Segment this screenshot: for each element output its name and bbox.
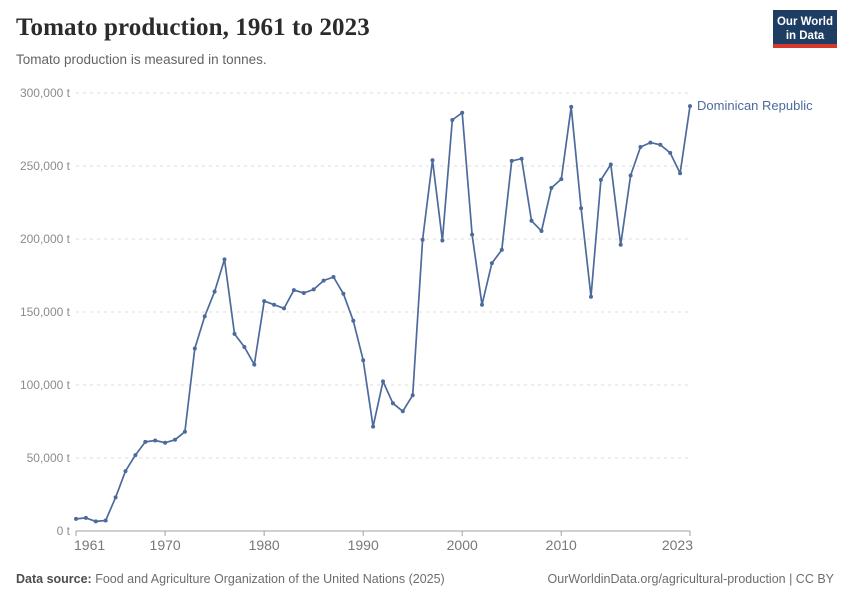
data-point-1964[interactable] — [103, 518, 108, 523]
data-point-1977[interactable] — [232, 331, 237, 336]
y-tick-label: 200,000 t — [20, 232, 71, 246]
data-point-1997[interactable] — [430, 158, 435, 163]
data-point-2013[interactable] — [589, 294, 593, 299]
data-point-1994[interactable] — [400, 409, 405, 414]
data-line — [75, 105, 691, 523]
data-point-1972[interactable] — [182, 429, 187, 434]
x-tick-label: 2023 — [662, 537, 693, 553]
footer-link[interactable]: OurWorldinData.org/agricultural-producti… — [547, 572, 834, 586]
owid-logo[interactable]: Our World in Data — [773, 10, 837, 48]
data-point-1984[interactable] — [301, 291, 306, 295]
data-point-1986[interactable] — [321, 278, 326, 283]
data-point-1983[interactable] — [291, 288, 296, 293]
tomato-production-line — [75, 105, 691, 523]
data-point-1987[interactable] — [331, 275, 336, 279]
entity-label-group: Dominican Republic — [697, 98, 813, 113]
y-tick-label: 50,000 t — [27, 451, 71, 465]
owid-logo-line1: Our World — [776, 15, 833, 28]
data-point-2022[interactable] — [678, 171, 683, 176]
data-point-2001[interactable] — [470, 232, 475, 237]
data-point-1961[interactable] — [74, 516, 78, 521]
data-point-1979[interactable] — [252, 362, 257, 367]
data-point-2008[interactable] — [539, 229, 544, 233]
data-point-1974[interactable] — [202, 314, 207, 319]
x-axis: 1961 1970 1980 1990 2000 2010 2023 — [74, 531, 693, 553]
data-point-1995[interactable] — [410, 393, 415, 398]
data-point-2018[interactable] — [638, 145, 643, 149]
x-tick-label: 1961 — [74, 537, 105, 553]
data-point-1975[interactable] — [212, 289, 217, 294]
data-point-1991[interactable] — [371, 424, 376, 429]
x-tick-label: 1980 — [249, 537, 280, 553]
data-point-1969[interactable] — [153, 438, 158, 443]
data-point-1976[interactable] — [222, 257, 227, 262]
data-point-2020[interactable] — [658, 142, 663, 147]
gridlines — [76, 92, 690, 532]
data-point-2012[interactable] — [579, 206, 584, 211]
data-point-1970[interactable] — [163, 440, 168, 445]
y-axis-labels: 0 t 50,000 t 100,000 t 150,000 t 200,000 t 25… — [20, 86, 71, 538]
data-point-1962[interactable] — [83, 515, 88, 520]
data-point-2015[interactable] — [608, 162, 613, 167]
footer-datasource-text: Food and Agriculture Organization of the… — [91, 572, 445, 586]
data-point-2000[interactable] — [460, 110, 465, 115]
data-point-2014[interactable] — [598, 177, 603, 182]
y-tick-label: 300,000 t — [20, 86, 71, 100]
data-point-2006[interactable] — [519, 156, 524, 161]
data-point-1992[interactable] — [381, 379, 385, 384]
footer-datasource-label: Data source: — [16, 572, 92, 586]
data-point-1978[interactable] — [242, 345, 247, 349]
y-tick-label: 0 t — [57, 524, 71, 538]
y-tick-label: 250,000 t — [20, 159, 71, 173]
y-tick-label: 150,000 t — [20, 305, 71, 319]
x-tick-label: 2010 — [546, 537, 577, 553]
data-points — [74, 104, 692, 524]
data-point-1980[interactable] — [262, 299, 267, 304]
x-tick-label: 1990 — [348, 537, 379, 553]
data-point-2017[interactable] — [628, 173, 633, 178]
data-point-1988[interactable] — [341, 291, 346, 296]
data-point-2002[interactable] — [480, 302, 484, 307]
data-point-1985[interactable] — [311, 287, 316, 292]
data-point-2005[interactable] — [509, 158, 514, 163]
data-point-1993[interactable] — [390, 401, 395, 406]
data-point-2007[interactable] — [529, 218, 534, 223]
data-point-2009[interactable] — [549, 185, 554, 190]
owid-logo-stripe — [773, 44, 837, 48]
data-point-1999[interactable] — [450, 118, 455, 122]
data-point-2004[interactable] — [499, 247, 504, 252]
data-point-1971[interactable] — [173, 437, 177, 442]
data-point-1966[interactable] — [123, 469, 128, 474]
data-point-1982[interactable] — [282, 306, 286, 311]
data-point-1990[interactable] — [361, 358, 366, 363]
data-point-2010[interactable] — [559, 177, 564, 182]
y-tick-label: 100,000 t — [20, 378, 71, 392]
x-tick-label: 1970 — [150, 537, 181, 553]
data-point-1973[interactable] — [192, 346, 197, 351]
data-point-1968[interactable] — [143, 439, 148, 444]
footer-datasource: Data source: Food and Agriculture Organi… — [16, 572, 445, 586]
data-point-2016[interactable] — [618, 242, 623, 247]
data-point-1989[interactable] — [351, 318, 356, 323]
data-point-2019[interactable] — [648, 140, 653, 145]
entity-label[interactable]: Dominican Republic — [697, 98, 813, 113]
data-point-2011[interactable] — [569, 104, 574, 109]
x-tick-label: 2000 — [447, 537, 478, 553]
data-point-1996[interactable] — [420, 237, 425, 242]
data-point-1963[interactable] — [93, 519, 98, 524]
data-point-1965[interactable] — [113, 495, 118, 500]
chart-subtitle: Tomato production is measured in tonnes. — [16, 52, 267, 67]
chart-title: Tomato production, 1961 to 2023 — [16, 14, 370, 41]
data-point-1998[interactable] — [440, 238, 445, 243]
data-point-1967[interactable] — [133, 453, 138, 458]
data-point-2003[interactable] — [489, 261, 494, 266]
data-point-2021[interactable] — [668, 150, 673, 155]
owid-logo-line2: in Data — [785, 30, 825, 42]
data-point-2023[interactable] — [688, 104, 692, 109]
data-point-1981[interactable] — [272, 302, 277, 307]
